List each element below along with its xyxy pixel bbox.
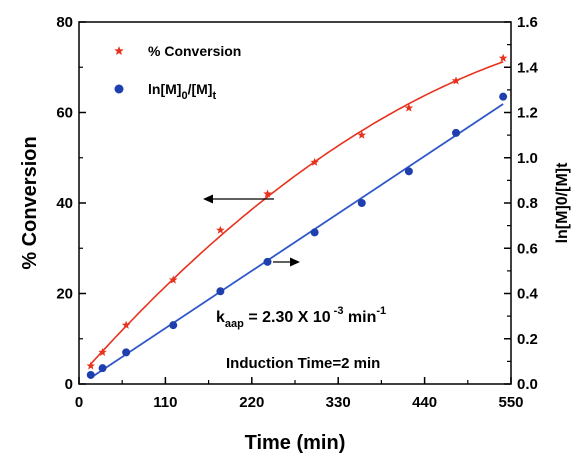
ln-point bbox=[263, 257, 272, 266]
legend-label-conversion: % Conversion bbox=[148, 43, 241, 59]
legend-label-ln-sub0: 0 bbox=[181, 90, 187, 102]
y2-tick-label: 0.2 bbox=[517, 331, 538, 348]
x-tick-label: 220 bbox=[239, 394, 264, 411]
y-tick-label: 0 bbox=[65, 376, 73, 393]
y-tick-label: 20 bbox=[56, 286, 73, 303]
ln-point bbox=[169, 321, 178, 330]
y2-tick-label: 1.0 bbox=[517, 150, 538, 167]
left-axis-arrow bbox=[203, 194, 274, 204]
x-axis-title: Time (min) bbox=[245, 432, 346, 454]
conversion-point bbox=[357, 130, 367, 139]
y2-tick-label: 0.4 bbox=[517, 286, 539, 303]
conversion-point bbox=[263, 189, 272, 198]
legend-star-shape bbox=[114, 46, 124, 56]
x-tick-label: 550 bbox=[498, 394, 523, 411]
x-tick-label: 0 bbox=[75, 394, 83, 411]
y-tick-label: 40 bbox=[56, 195, 73, 212]
conversion-fit-curve bbox=[90, 60, 504, 365]
ln-point bbox=[357, 199, 366, 207]
y2-tick-label: 1.4 bbox=[517, 59, 539, 76]
data-points bbox=[86, 53, 508, 379]
legend: % Conversion ln[M]0/[M]t bbox=[114, 43, 241, 102]
conversion-point bbox=[404, 103, 414, 112]
conversion-point bbox=[451, 76, 461, 85]
ln-point bbox=[404, 167, 413, 176]
right-axis-arrow bbox=[273, 257, 300, 267]
legend-label-ln: ln[M]0/[M]t bbox=[148, 81, 216, 102]
left-y-axis-title: % Conversion bbox=[19, 136, 41, 269]
conversion-point bbox=[121, 320, 131, 329]
x-tick-label: 110 bbox=[153, 394, 177, 411]
fit-lines bbox=[90, 60, 504, 379]
legend-label-ln-subt: t bbox=[212, 90, 216, 102]
right-y-axis-ticks: 0.0 0.2 0.4 0.6 0.8 1.0 1.2 1.4 1.6 bbox=[504, 14, 539, 393]
ln-point bbox=[310, 228, 319, 237]
plot-frame bbox=[78, 21, 512, 385]
legend-marker-conversion bbox=[114, 46, 124, 56]
y2-tick-label: 0.0 bbox=[517, 376, 538, 393]
ln-point bbox=[499, 92, 508, 101]
x-tick-label: 330 bbox=[326, 394, 351, 411]
y2-tick-label: 0.6 bbox=[517, 240, 538, 257]
x-axis-ticks: 0 110 220 330 440 550 bbox=[75, 377, 524, 411]
left-y-axis-ticks: 0 20 40 60 80 bbox=[56, 14, 86, 393]
conversion-point bbox=[168, 275, 178, 284]
conversion-point bbox=[86, 361, 96, 370]
legend-marker-ln bbox=[114, 84, 124, 94]
x-tick-label: 440 bbox=[412, 394, 437, 411]
ln-fit-line bbox=[90, 103, 504, 379]
ln-point bbox=[98, 364, 107, 373]
rate-constant-annotation: kaap = 2.30 X 10 -3 min-1 bbox=[216, 305, 386, 330]
ln-point bbox=[216, 287, 225, 296]
conversion-point bbox=[98, 347, 107, 356]
y-tick-label: 60 bbox=[56, 105, 73, 122]
right-y-axis-title: ln[M]0/[M]t bbox=[554, 162, 571, 244]
y2-tick-label: 1.2 bbox=[517, 105, 538, 122]
y2-tick-label: 0.8 bbox=[517, 195, 538, 212]
ln-point bbox=[122, 348, 131, 357]
ln-point bbox=[452, 128, 461, 137]
y2-tick-label: 1.6 bbox=[517, 14, 538, 31]
induction-time-annotation: Induction Time=2 min bbox=[226, 355, 380, 372]
conversion-point bbox=[310, 157, 319, 166]
ln-point bbox=[86, 370, 95, 379]
y-tick-label: 80 bbox=[56, 14, 73, 31]
conversion-point bbox=[216, 225, 225, 234]
conversion-point bbox=[498, 53, 508, 62]
